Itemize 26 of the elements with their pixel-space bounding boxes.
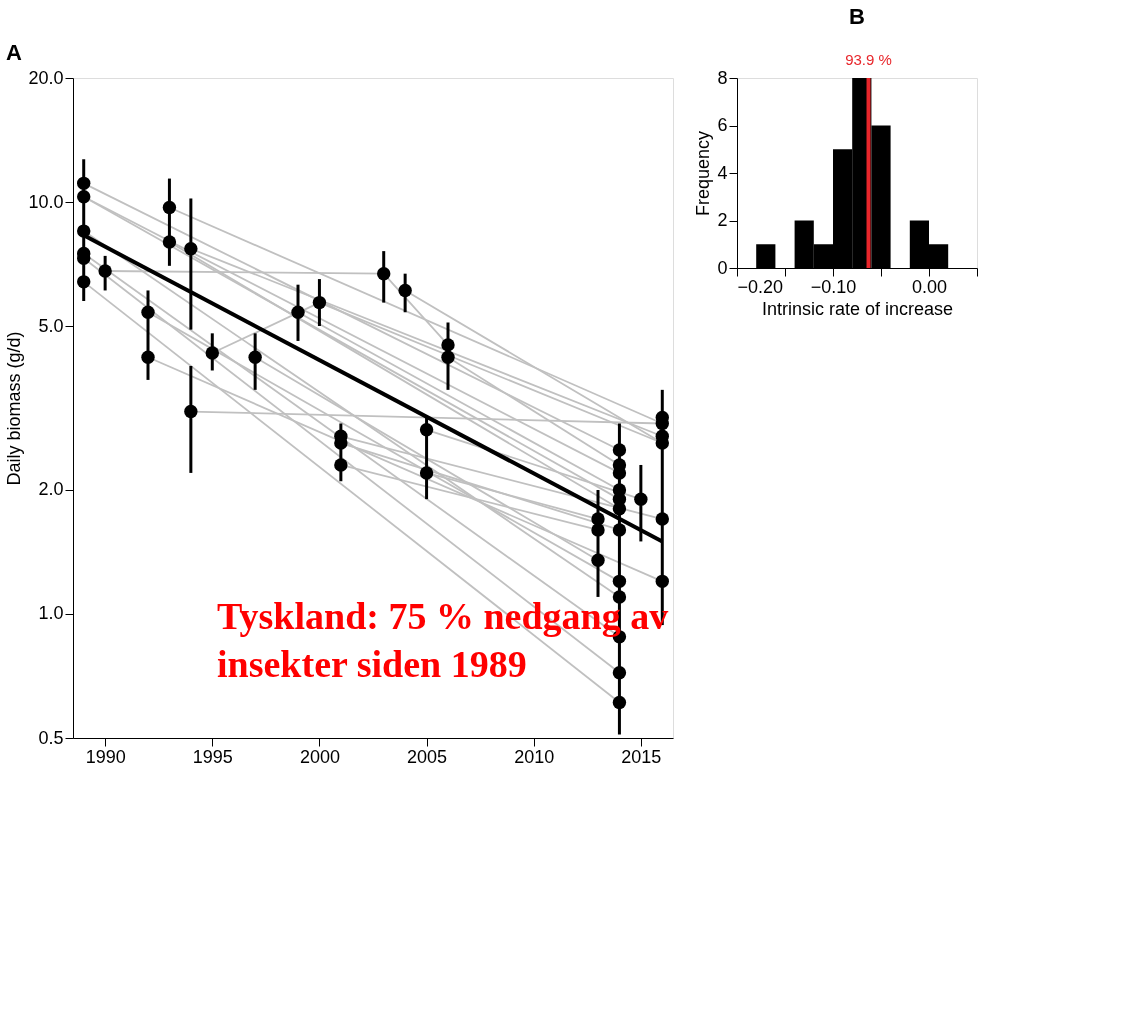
y-tick-label: 0 <box>717 257 728 278</box>
x-tick-label: 1990 <box>85 746 126 767</box>
x-tick-label: −0.20 <box>737 276 784 297</box>
x-tick-label: 2005 <box>407 746 448 767</box>
y-tick-label: 4 <box>717 162 728 183</box>
chart-title: B <box>849 4 865 29</box>
x-tick-label: −0.10 <box>810 276 857 297</box>
y-tick-label: 2.0 <box>38 479 64 500</box>
y-tick-label: 0.5 <box>38 727 64 748</box>
x-tick-label: 2010 <box>514 746 555 767</box>
x-tick-label: 1995 <box>192 746 233 767</box>
chart-title: A <box>5 40 22 65</box>
y-axis-title: Daily biomass (g/d) <box>4 331 25 486</box>
x-axis-title: Intrinsic rate of increase <box>761 298 954 319</box>
y-tick-label: 5.0 <box>38 315 64 336</box>
y-tick-label: 20.0 <box>28 67 64 88</box>
y-tick-label: 1.0 <box>38 603 64 624</box>
y-axis-title: Frequency <box>693 130 714 217</box>
x-tick-label: 0.00 <box>911 276 948 297</box>
y-tick-label: 8 <box>717 67 728 88</box>
x-tick-label: 2000 <box>299 746 340 767</box>
x-tick-label: 2015 <box>621 746 662 767</box>
y-tick-label: 2 <box>717 210 728 230</box>
annotation: 93.9 % <box>845 51 892 68</box>
y-tick-label: 6 <box>717 115 728 135</box>
y-tick-label: 10.0 <box>28 191 64 212</box>
